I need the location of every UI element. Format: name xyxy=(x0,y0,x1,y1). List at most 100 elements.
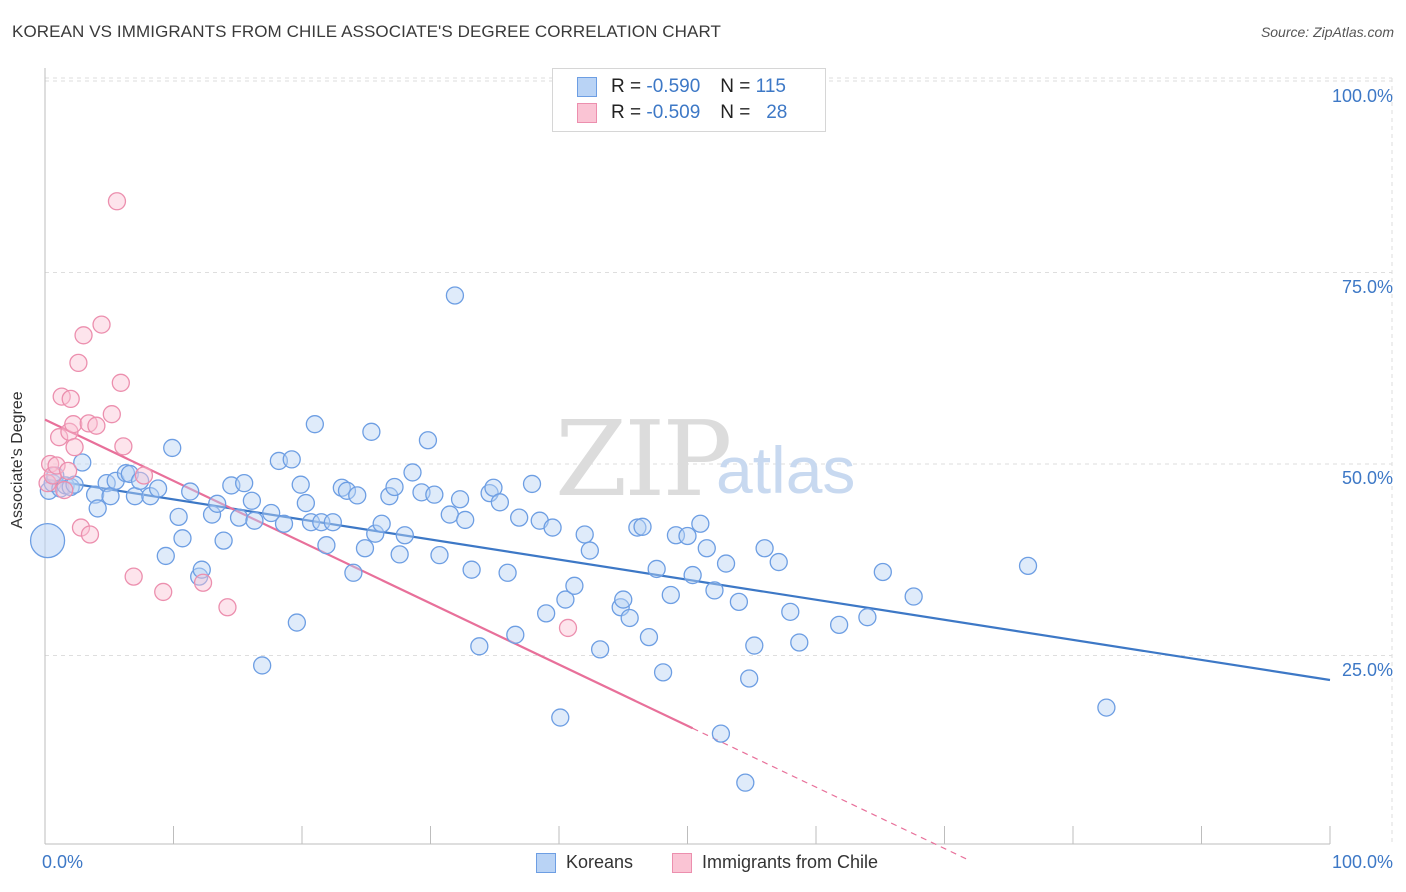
n-value: 115 xyxy=(755,76,786,97)
data-point-koreans xyxy=(125,487,145,506)
data-point-koreans xyxy=(296,493,316,513)
data-point-koreans xyxy=(229,508,249,527)
n-label: N = xyxy=(720,76,751,97)
data-point-koreans xyxy=(208,494,227,513)
data-point-koreans xyxy=(736,773,755,792)
watermark-atlas: atlas xyxy=(716,433,856,507)
n-label: N = xyxy=(720,102,751,123)
data-point-koreans xyxy=(337,481,357,500)
data-point-chile xyxy=(64,415,83,434)
chart-title: KOREAN VS IMMIGRANTS FROM CHILE ASSOCIAT… xyxy=(12,22,722,41)
trend-line-chile-extension xyxy=(692,727,971,862)
data-point-koreans xyxy=(372,514,391,533)
data-point-koreans xyxy=(385,477,404,497)
koreans-swatch xyxy=(536,852,556,873)
data-point-koreans xyxy=(565,576,584,595)
data-point-koreans xyxy=(163,438,182,458)
data-point-koreans xyxy=(156,546,175,566)
data-point-koreans xyxy=(522,474,542,494)
y-tick-label: 75.0% xyxy=(1341,277,1393,297)
data-point-koreans xyxy=(380,487,399,506)
data-point-koreans xyxy=(716,554,736,573)
data-point-chile xyxy=(47,456,66,475)
legend-item-chile[interactable]: Immigrants from Chile xyxy=(672,852,878,873)
data-point-chile xyxy=(107,192,127,211)
data-point-chile xyxy=(58,461,78,481)
data-point-koreans xyxy=(769,552,788,572)
data-point-chile xyxy=(80,525,100,544)
data-point-koreans xyxy=(85,485,105,504)
data-point-koreans xyxy=(745,636,764,655)
stats-row-chile: R = -0.509 N = 28 xyxy=(577,101,787,125)
data-point-koreans xyxy=(590,640,610,659)
stats-legend: R = -0.590 N = 115 R = -0.509 N = 28 xyxy=(552,68,826,132)
data-point-chile xyxy=(69,353,88,373)
data-point-koreans xyxy=(403,463,422,482)
data-point-koreans xyxy=(101,487,120,506)
data-point-chile xyxy=(87,416,106,435)
data-point-koreans xyxy=(653,663,673,682)
data-point-koreans xyxy=(620,608,639,628)
data-point-koreans xyxy=(120,464,139,484)
data-point-koreans xyxy=(181,482,200,501)
data-point-koreans xyxy=(173,529,192,548)
data-point-chile xyxy=(154,582,173,602)
chile-swatch xyxy=(672,852,692,873)
data-point-koreans xyxy=(790,633,809,652)
chile-swatch xyxy=(577,103,597,123)
data-point-chile xyxy=(65,437,84,457)
r-label: R = xyxy=(611,76,642,97)
data-point-koreans xyxy=(287,613,307,632)
data-point-chile xyxy=(74,326,93,345)
y-axis-label: Associate's Degree xyxy=(9,391,26,529)
data-point-koreans xyxy=(456,510,475,530)
data-point-koreans xyxy=(729,592,749,612)
data-point-koreans xyxy=(691,514,710,533)
data-point-koreans xyxy=(639,627,659,647)
data-point-chile xyxy=(114,437,133,456)
data-point-koreans xyxy=(1018,556,1038,576)
data-point-chile xyxy=(55,480,74,500)
data-point-koreans xyxy=(580,541,599,560)
data-point-koreans xyxy=(291,475,310,494)
data-point-chile xyxy=(61,389,80,409)
data-point-koreans xyxy=(556,590,575,609)
data-point-koreans xyxy=(711,724,731,743)
data-point-koreans xyxy=(73,453,92,472)
data-point-koreans xyxy=(551,708,570,727)
y-tick-label: 50.0% xyxy=(1341,468,1393,488)
data-point-koreans xyxy=(29,522,66,559)
data-point-koreans xyxy=(510,508,529,527)
legend-item-koreans[interactable]: Koreans xyxy=(536,852,633,873)
data-point-koreans xyxy=(425,485,444,504)
y-tick-label: 25.0% xyxy=(1341,660,1393,680)
points-koreans xyxy=(29,286,1116,792)
r-label: R = xyxy=(611,102,642,123)
data-point-koreans xyxy=(445,286,465,305)
data-point-koreans xyxy=(440,505,459,524)
points-chile xyxy=(38,192,578,638)
data-point-koreans xyxy=(274,514,294,533)
koreans-swatch xyxy=(577,77,597,97)
data-point-koreans xyxy=(317,536,336,555)
trend-line-koreans xyxy=(44,478,1331,682)
data-point-koreans xyxy=(858,608,877,627)
data-point-koreans xyxy=(705,581,724,600)
data-point-koreans xyxy=(490,493,510,512)
data-point-koreans xyxy=(575,525,594,544)
data-point-chile xyxy=(558,618,578,638)
chart-source: Source: ZipAtlas.com xyxy=(1260,24,1394,40)
data-point-koreans xyxy=(506,625,525,644)
data-point-koreans xyxy=(462,560,481,579)
trend-line-koreans xyxy=(44,478,1331,682)
data-point-koreans xyxy=(873,562,892,582)
data-point-koreans xyxy=(614,590,633,609)
data-point-koreans xyxy=(1097,698,1116,717)
data-point-chile xyxy=(111,373,130,392)
data-point-koreans xyxy=(450,490,470,509)
n-value: 28 xyxy=(766,102,788,123)
data-point-koreans xyxy=(395,526,414,545)
data-point-koreans xyxy=(323,513,342,532)
data-point-koreans xyxy=(904,587,923,606)
data-point-koreans xyxy=(537,604,556,623)
